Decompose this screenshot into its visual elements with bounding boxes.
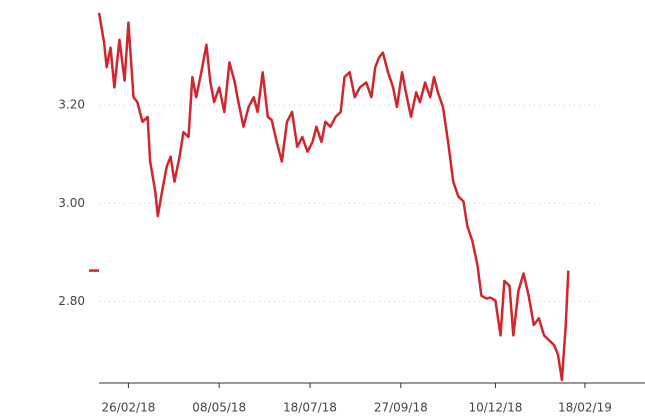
price-line bbox=[97, 12, 570, 382]
x-tick-label: 27/09/18 bbox=[374, 401, 428, 415]
x-tick-label: 18/07/18 bbox=[283, 401, 337, 415]
y-tick-label: 2.80 bbox=[58, 294, 85, 308]
x-tick-label: 26/02/18 bbox=[101, 401, 155, 415]
x-tick-label: 18/02/19 bbox=[558, 401, 612, 415]
y-tick-label: 3.20 bbox=[58, 98, 85, 112]
x-tick-label: 10/12/18 bbox=[468, 401, 522, 415]
x-tick-label: 08/05/18 bbox=[192, 401, 246, 415]
y-tick-label: 3.00 bbox=[58, 196, 85, 210]
